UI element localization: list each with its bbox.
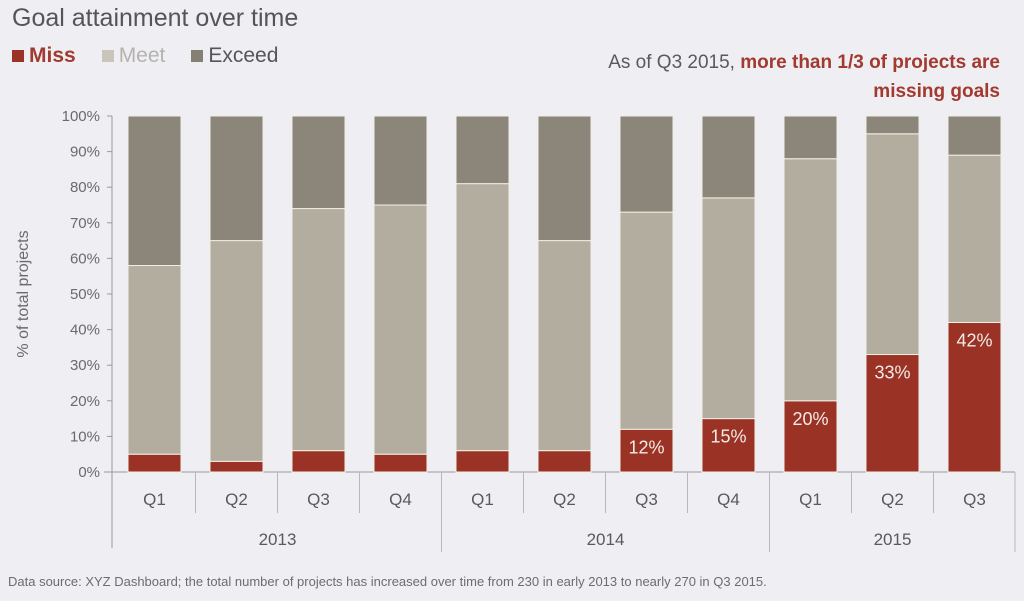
bar-segment-exceed	[373, 115, 428, 206]
x-tick-label: Q1	[799, 490, 822, 509]
y-tick-label: 60%	[70, 250, 100, 267]
bar-segment-miss	[947, 321, 1002, 473]
legend-item-exceed: Exceed	[191, 44, 278, 68]
bar-segment-meet	[291, 208, 346, 452]
legend-swatch-meet	[101, 50, 114, 62]
x-tick-label: Q3	[635, 490, 658, 509]
bar-segment-exceed	[947, 115, 1002, 156]
data-label: 15%	[710, 427, 746, 447]
footnote: Data source: XYZ Dashboard; the total nu…	[8, 574, 767, 589]
bar-segment-exceed	[455, 115, 510, 185]
x-tick-label: Q1	[143, 490, 166, 509]
bar-segment-miss	[455, 450, 510, 473]
x-tick-label: Q3	[963, 490, 986, 509]
bar-segment-meet	[701, 197, 756, 420]
bar-segment-meet	[783, 158, 838, 402]
bar-segment-miss	[619, 428, 674, 473]
data-label: 42%	[956, 330, 992, 350]
y-tick-label: 80%	[70, 179, 100, 196]
bar-segment-meet	[865, 133, 920, 356]
legend-label-exceed: Exceed	[208, 44, 279, 67]
bar-segment-exceed	[209, 115, 264, 242]
annotation-highlight: more than 1/3 of projects are missing go…	[740, 52, 1000, 102]
bar-segment-exceed	[537, 115, 592, 242]
annotation-prefix: As of Q3 2015,	[608, 52, 741, 73]
bar-segment-exceed	[783, 115, 838, 160]
legend: Miss Meet Exceed	[12, 44, 304, 68]
y-tick-label: 50%	[70, 286, 100, 303]
y-tick-label: 10%	[70, 428, 100, 445]
bar-segment-miss	[537, 450, 592, 473]
bar-segment-miss	[127, 453, 182, 473]
data-label: 20%	[792, 409, 828, 429]
legend-swatch-exceed	[191, 50, 204, 62]
legend-label-miss: Miss	[29, 44, 76, 67]
x-group-label: 2015	[874, 530, 912, 549]
y-tick-label: 90%	[70, 144, 100, 161]
annotation: As of Q3 2015, more than 1/3 of projects…	[580, 48, 1000, 106]
y-tick-label: 70%	[70, 215, 100, 232]
bar-segment-exceed	[701, 115, 756, 199]
bar-segment-meet	[455, 183, 510, 452]
y-tick-label: 20%	[70, 393, 100, 410]
bar-segment-exceed	[127, 115, 182, 267]
x-tick-label: Q4	[717, 490, 740, 509]
y-tick-label: 30%	[70, 357, 100, 374]
y-tick-label: 40%	[70, 322, 100, 339]
y-tick-label: 100%	[62, 108, 100, 125]
chart-title: Goal attainment over time	[12, 4, 299, 32]
x-tick-label: Q3	[307, 490, 330, 509]
legend-label-meet: Meet	[118, 44, 166, 67]
bar-segment-miss	[865, 354, 920, 473]
data-label: 12%	[628, 437, 664, 457]
bar-segment-miss	[291, 450, 346, 473]
bar-segment-miss	[783, 400, 838, 473]
bar-segment-exceed	[291, 115, 346, 210]
x-group-label: 2014	[587, 530, 625, 549]
bar-segment-exceed	[619, 115, 674, 213]
legend-item-meet: Meet	[101, 44, 166, 68]
bar-segment-meet	[373, 204, 428, 455]
bar-segment-meet	[947, 154, 1002, 323]
bar-segment-meet	[209, 240, 264, 462]
y-tick-label: 0%	[78, 464, 100, 481]
legend-item-miss: Miss	[12, 44, 76, 68]
x-tick-label: Q2	[553, 490, 576, 509]
bar-segment-meet	[127, 265, 182, 455]
legend-swatch-miss	[12, 50, 24, 62]
x-group-label: 2013	[259, 530, 297, 549]
bar-segment-miss	[209, 460, 264, 473]
bar-segment-miss	[701, 418, 756, 473]
x-tick-label: Q1	[471, 490, 494, 509]
x-tick-label: Q2	[881, 490, 904, 509]
bar-segment-miss	[373, 453, 428, 473]
bar-segment-meet	[537, 240, 592, 452]
bar-segment-exceed	[865, 115, 920, 135]
x-tick-label: Q2	[225, 490, 248, 509]
bar-segment-meet	[619, 211, 674, 430]
data-label: 33%	[874, 363, 910, 383]
x-tick-label: Q4	[389, 490, 412, 509]
